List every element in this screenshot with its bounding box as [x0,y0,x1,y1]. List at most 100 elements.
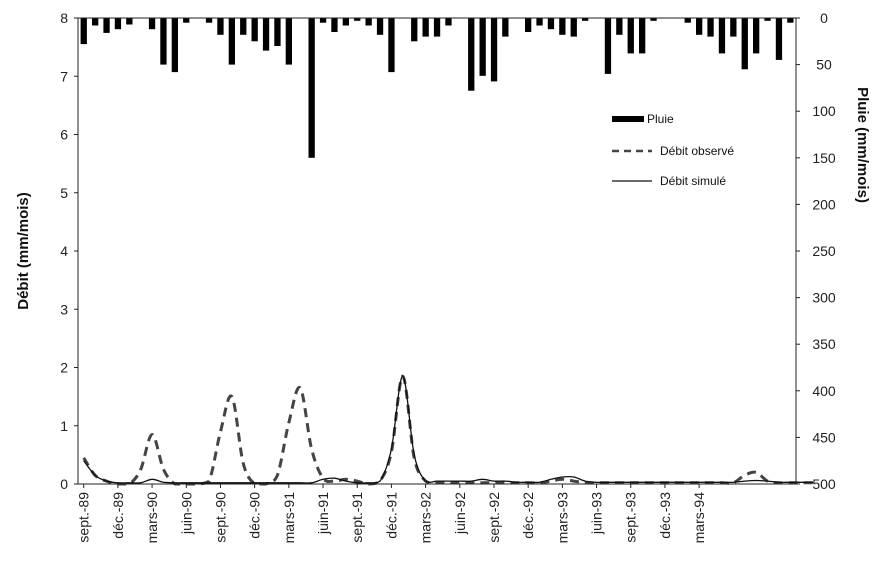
rain-bar [217,18,224,35]
legend-label-rain: Pluie [647,112,674,126]
rain-bar [707,18,714,37]
rain-bar [205,18,213,23]
x-tick-label: juin-91 [315,492,331,535]
x-tick-label: mars-91 [281,492,297,544]
right-tick-label: 150 [812,150,836,166]
rain-bar [433,18,441,37]
rain-bar [582,18,589,21]
right-tick-label: 350 [812,336,836,352]
left-tick-label: 2 [60,360,68,376]
left-tick-label: 3 [60,301,68,317]
x-tick-label: sept.-93 [623,492,639,543]
rain-bars [80,18,794,158]
right-tick-label: 300 [812,290,836,306]
rain-bar [696,18,703,35]
rain-bar [388,18,395,73]
right-tick-label: 100 [812,103,836,119]
left-tick-label: 1 [60,418,68,434]
rain-bar [308,18,315,158]
x-tick-label: sept.-89 [76,492,92,543]
rain-bar [479,18,486,76]
rain-bar [547,18,555,30]
legend-swatch-rain [612,116,644,122]
rain-bar [92,18,99,26]
rain-bar [604,18,612,74]
right-tick-label: 200 [812,196,836,212]
x-axis-ticks: sept.-89 déc.-89 mars-90 juin-90 sept.-90 déc… [76,484,707,543]
axes [77,17,797,485]
legend: Pluie Débit observé Débit simulé [587,100,785,195]
right-axis-ticks: 0 50 100 150 200 250 300 350 400 450 500 [796,10,836,492]
rain-bar [650,18,657,21]
rain-bar [536,18,543,26]
left-tick-label: 4 [60,243,68,259]
legend-label-simulated: Débit simulé [660,174,726,188]
rain-bar [365,18,372,26]
rain-bar [262,18,270,51]
legend-label-observed: Débit observé [660,144,734,158]
rain-bar [525,18,532,32]
rain-bar [126,18,133,25]
x-tick-label: sept.-92 [486,492,502,543]
rain-bar [730,18,737,37]
left-axis-ticks: 0 1 2 3 4 5 6 7 8 [60,10,78,492]
rain-bar [616,18,623,35]
rain-bar [684,18,691,23]
rain-bar [240,18,247,35]
rain-bar [445,18,452,26]
x-tick-label: mars-90 [144,492,160,544]
rain-bar [114,18,122,30]
discharge-lines [82,374,814,486]
x-tick-label: juin-90 [178,492,194,535]
left-tick-label: 5 [60,185,68,201]
rain-bar [411,18,418,42]
rain-bar [639,18,646,54]
right-tick-label: 500 [812,476,836,492]
x-tick-label: juin-92 [452,492,468,535]
left-axis-title: Débit (mm/mois) [15,192,32,310]
x-tick-label: mars-94 [691,492,707,544]
rain-bar [764,18,771,21]
rain-bar [718,18,726,54]
rain-bar [171,18,178,73]
x-tick-label: déc.-93 [657,492,673,539]
right-tick-label: 0 [820,10,828,26]
x-tick-label: déc.-91 [383,492,399,539]
rain-bar [331,18,338,32]
right-axis-title: Pluie (mm/mois) [854,87,871,203]
rain-bar [148,18,156,30]
x-tick-label: mars-92 [418,492,434,544]
rain-bar [741,18,748,70]
rain-bar [285,18,292,65]
rain-bar [354,18,361,21]
right-tick-label: 450 [812,429,836,445]
right-tick-label: 250 [812,243,836,259]
x-tick-label: déc.-89 [110,492,126,539]
rain-bar [319,18,327,23]
rain-bar [228,18,235,65]
right-tick-label: 50 [816,57,832,73]
observed-discharge-line [82,374,814,486]
x-tick-label: déc.-92 [520,492,536,539]
rain-bar [80,18,87,45]
rain-bar [468,18,475,91]
rain-bar [627,18,634,54]
rain-bar [422,18,429,37]
rain-bar [251,18,258,42]
x-tick-label: sept.-90 [213,492,229,543]
right-tick-label: 400 [812,383,836,399]
rain-bar [559,18,566,35]
simulated-discharge-line [83,375,814,484]
x-tick-label: juin-93 [589,492,605,535]
left-tick-label: 6 [60,127,68,143]
rain-bar [103,18,110,33]
left-tick-label: 0 [60,476,68,492]
rain-bar [376,18,384,35]
rain-bar [160,18,167,65]
x-tick-label: mars-93 [554,492,570,544]
left-tick-label: 8 [60,10,68,26]
left-tick-label: 7 [60,68,68,84]
rain-bar [274,18,281,46]
rain-bar [490,18,498,82]
